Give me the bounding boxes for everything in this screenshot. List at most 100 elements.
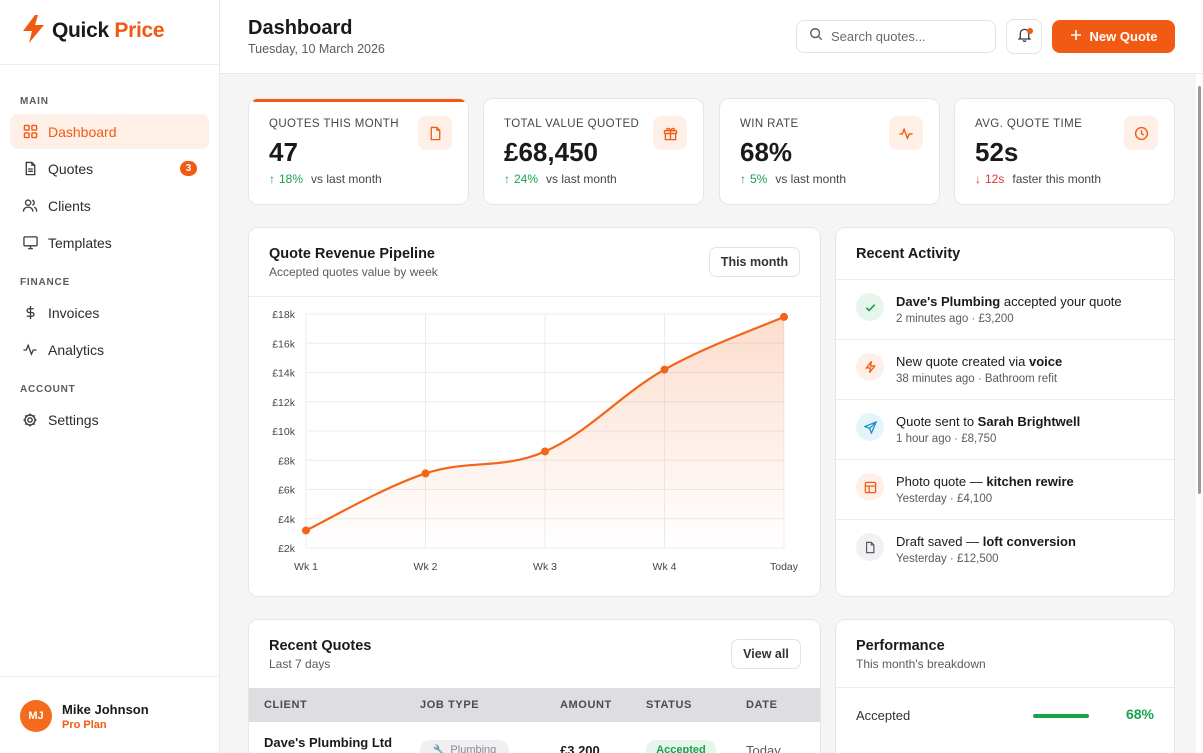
document-icon xyxy=(22,161,38,177)
sidebar-item-label: Clients xyxy=(48,197,91,214)
activity-item[interactable]: Quote sent to Sarah Brightwell 1 hour ag… xyxy=(836,399,1174,459)
stat-value: £68,450 xyxy=(504,137,598,167)
send-icon xyxy=(856,413,884,441)
brand-logo[interactable]: Quick Price xyxy=(20,14,165,49)
activity-meta: Yesterday · £4,100 xyxy=(896,493,993,505)
scrollbar-thumb[interactable] xyxy=(1198,86,1201,494)
sidebar-item-settings[interactable]: Settings xyxy=(10,402,209,437)
perf-label-accepted: Accepted xyxy=(856,708,911,723)
search-box[interactable] xyxy=(796,20,996,53)
sidebar-item-invoices[interactable]: Invoices xyxy=(10,295,209,330)
y-tick-label: £12k xyxy=(272,397,296,409)
new-quote-label: New Quote xyxy=(1089,29,1158,44)
activity-item[interactable]: Draft saved — loft conversion Yesterday … xyxy=(836,519,1174,579)
user-name: Mike Johnson xyxy=(62,702,149,717)
sidebar: Quick Price MAIN Dashboard Quotes 3 Clie… xyxy=(0,0,220,753)
sidebar-item-analytics[interactable]: Analytics xyxy=(10,332,209,367)
table-row[interactable]: Dave's Plumbing Ltd 🔧 Plumbing £3,200 Ac… xyxy=(249,722,820,753)
sidebar-item-label: Quotes xyxy=(48,160,94,177)
nav-section-finance: FINANCE xyxy=(20,277,71,288)
stat-value: 47 xyxy=(269,137,298,167)
stat-card-avg-time: AVG. QUOTE TIME 52s ↓ 12s faster this mo… xyxy=(954,98,1175,205)
users-icon xyxy=(22,198,38,214)
nav-section-account: ACCOUNT xyxy=(20,384,76,395)
pipeline-card: Quote Revenue Pipeline Accepted quotes v… xyxy=(248,227,821,597)
top-header: Dashboard Tuesday, 10 March 2026 New Quo… xyxy=(220,0,1203,74)
activity-meta: 1 hour ago · £8,750 xyxy=(896,433,997,445)
data-point[interactable] xyxy=(541,447,549,456)
stat-change: ↑ 18% vs last month xyxy=(269,172,382,186)
avatar[interactable]: MJ xyxy=(20,700,52,732)
file-icon xyxy=(856,533,884,561)
data-point[interactable] xyxy=(302,526,310,535)
y-tick-label: £14k xyxy=(272,368,296,380)
card-divider xyxy=(836,687,1174,688)
data-point[interactable] xyxy=(780,312,788,321)
stat-label: QUOTES THIS MONTH xyxy=(269,118,399,130)
column-header-status[interactable]: STATUS xyxy=(646,699,692,711)
user-profile[interactable]: MJ Mike Johnson Pro Plan xyxy=(0,676,219,753)
notifications-button[interactable] xyxy=(1006,19,1042,54)
sidebar-item-label: Analytics xyxy=(48,341,105,358)
performance-title: Performance xyxy=(856,638,945,654)
stat-change-suffix: vs last month xyxy=(311,172,382,186)
status-badge: Accepted xyxy=(646,740,716,753)
x-tick-label: Wk 3 xyxy=(533,561,557,573)
y-tick-label: £18k xyxy=(272,309,296,321)
stat-change-value: 5% xyxy=(750,172,768,186)
sidebar-item-templates[interactable]: Templates xyxy=(10,225,209,260)
brand-name: Quick Price xyxy=(52,19,165,42)
table-header: CLIENT JOB TYPE AMOUNT STATUS DATE xyxy=(249,688,820,722)
sidebar-item-label: Invoices xyxy=(48,304,100,321)
stat-label: TOTAL VALUE QUOTED xyxy=(504,118,640,130)
perf-bar-accepted xyxy=(1033,714,1089,718)
clock-icon xyxy=(1124,116,1158,150)
card-divider xyxy=(249,296,820,297)
stat-card-win-rate: WIN RATE 68% ↑ 5% vs last month xyxy=(719,98,940,205)
view-all-button[interactable]: View all xyxy=(731,639,801,669)
notification-dot xyxy=(1027,28,1033,34)
pulse-icon xyxy=(889,116,923,150)
column-header-amount[interactable]: AMOUNT xyxy=(560,699,612,711)
activity-item[interactable]: Dave's Plumbing accepted your quote 2 mi… xyxy=(836,279,1174,339)
period-filter-button[interactable]: This month xyxy=(709,247,800,277)
x-tick-label: Wk 1 xyxy=(294,561,318,573)
recent-activity-card: Recent Activity Dave's Plumbing accepted… xyxy=(835,227,1175,597)
activity-text: New quote created via voice xyxy=(896,354,1063,369)
data-point[interactable] xyxy=(421,469,430,478)
search-icon xyxy=(809,27,823,46)
nav-section-main: MAIN xyxy=(20,96,49,107)
stat-change: ↓ 12s faster this month xyxy=(975,172,1101,186)
page-date: Tuesday, 10 March 2026 xyxy=(248,42,385,56)
sidebar-item-dashboard[interactable]: Dashboard xyxy=(10,114,209,149)
column-header-job-type[interactable]: JOB TYPE xyxy=(420,699,480,711)
gift-icon xyxy=(653,116,687,150)
wrench-icon: 🔧 xyxy=(432,744,447,753)
stat-card-total-value: TOTAL VALUE QUOTED £68,450 ↑ 24% vs last… xyxy=(483,98,704,205)
column-header-client[interactable]: CLIENT xyxy=(264,699,308,711)
dollar-icon xyxy=(22,305,38,321)
sidebar-item-label: Settings xyxy=(48,411,99,428)
arrow-up-icon: ↑ xyxy=(504,172,510,186)
sidebar-item-quotes[interactable]: Quotes 3 xyxy=(10,151,209,186)
stat-value: 52s xyxy=(975,137,1019,167)
new-quote-button[interactable]: New Quote xyxy=(1052,20,1175,53)
data-point[interactable] xyxy=(660,365,669,374)
activity-item[interactable]: Photo quote — kitchen rewire Yesterday ·… xyxy=(836,459,1174,519)
activity-item[interactable]: New quote created via voice 38 minutes a… xyxy=(836,339,1174,399)
sidebar-divider xyxy=(0,64,219,65)
bolt-logo-icon xyxy=(20,14,48,49)
y-tick-label: £4k xyxy=(278,514,296,526)
arrow-down-icon: ↓ xyxy=(975,172,981,186)
activity-text: Photo quote — kitchen rewire xyxy=(896,474,1074,489)
grid-icon xyxy=(22,124,38,140)
sidebar-item-clients[interactable]: Clients xyxy=(10,188,209,223)
y-tick-label: £8k xyxy=(278,455,296,467)
y-tick-label: £2k xyxy=(278,543,296,555)
perf-value-accepted: 68% xyxy=(1125,706,1154,722)
column-header-date[interactable]: DATE xyxy=(746,699,778,711)
monitor-icon xyxy=(22,235,38,251)
search-input[interactable] xyxy=(831,29,981,44)
stat-change-value: 24% xyxy=(514,172,539,186)
y-tick-label: £10k xyxy=(272,426,296,438)
